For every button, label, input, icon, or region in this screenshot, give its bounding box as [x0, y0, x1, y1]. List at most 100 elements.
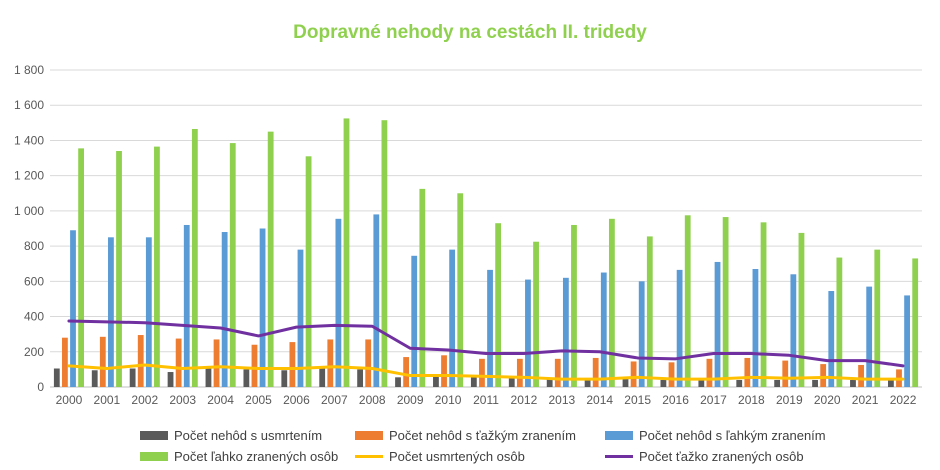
legend-label: Počet ťažko zranených osôb — [639, 449, 804, 464]
bar — [487, 269, 493, 387]
bar — [646, 236, 653, 387]
bar — [91, 370, 98, 387]
bar — [722, 217, 729, 387]
y-tick-label: 400 — [24, 310, 44, 324]
x-tick-label: 2010 — [435, 393, 462, 407]
bar — [419, 188, 426, 387]
x-tick-label: 2001 — [94, 393, 121, 407]
bar — [622, 379, 629, 387]
x-tick-label: 2011 — [473, 393, 499, 407]
x-tick-label: 2017 — [700, 393, 727, 407]
legend-label: Počet nehôd s ľahkým zranením — [639, 428, 826, 443]
legend-label: Počet nehôd s usmrtením — [174, 428, 323, 443]
bar — [554, 358, 561, 387]
x-tick-label: 2009 — [397, 393, 424, 407]
legend-item: Počet usmrtených osôb — [355, 449, 605, 464]
x-tick-label: 2022 — [890, 393, 917, 407]
x-tick-label: 2014 — [586, 393, 613, 407]
bar — [373, 214, 380, 387]
bar — [433, 376, 439, 387]
bar — [78, 148, 85, 387]
bar — [108, 237, 114, 387]
legend-item: Počet nehôd s ťažkým zranením — [355, 428, 605, 443]
bar — [736, 379, 743, 387]
bar — [592, 357, 599, 387]
bar — [53, 368, 60, 387]
bar — [820, 364, 827, 387]
bar — [790, 274, 797, 387]
bar — [706, 358, 713, 387]
x-tick-label: 2002 — [131, 393, 158, 407]
bar — [335, 218, 342, 387]
legend-item: Počet nehôd s ľahkým zranením — [605, 428, 835, 443]
bar — [183, 224, 190, 387]
legend-swatch — [140, 452, 168, 461]
bar — [70, 230, 76, 387]
bar — [129, 368, 136, 387]
bar — [289, 342, 296, 387]
legend-label: Počet nehôd s ťažkým zranením — [389, 428, 576, 443]
bar — [782, 360, 789, 387]
legend-swatch — [605, 455, 633, 458]
y-tick-label: 1 200 — [14, 169, 44, 183]
x-tick-label: 2012 — [511, 393, 538, 407]
bar — [533, 241, 539, 387]
bar — [99, 336, 106, 387]
x-tick-label: 2000 — [56, 393, 83, 407]
bar — [243, 369, 250, 387]
y-tick-label: 1 800 — [14, 63, 44, 77]
bar — [812, 379, 818, 387]
legend-label: Počet usmrtených osôb — [389, 449, 525, 464]
bar — [516, 358, 523, 387]
legend-item: Počet ťažko zranených osôb — [605, 449, 835, 464]
x-tick-label: 2007 — [321, 393, 348, 407]
x-tick-label: 2005 — [245, 393, 272, 407]
bar — [760, 222, 767, 387]
x-tick-label: 2006 — [283, 393, 310, 407]
legend-swatch — [605, 431, 633, 440]
bar — [828, 291, 835, 387]
bar — [213, 339, 220, 387]
bar — [495, 223, 502, 387]
bar — [357, 369, 364, 387]
bar — [774, 379, 781, 387]
bar — [167, 372, 174, 387]
bar — [116, 151, 122, 387]
bar — [365, 339, 372, 387]
bar — [714, 261, 721, 387]
bar — [850, 379, 856, 387]
bar — [660, 379, 667, 387]
bar — [562, 277, 569, 387]
bar — [798, 232, 805, 387]
bar — [571, 224, 577, 387]
bar — [137, 335, 144, 387]
bar — [305, 156, 312, 387]
bar — [381, 120, 388, 388]
y-tick-label: 0 — [37, 380, 44, 394]
bar — [221, 232, 228, 387]
legend-label: Počet ľahko zranených osôb — [174, 449, 339, 464]
bar — [887, 379, 894, 387]
y-tick-label: 1 000 — [14, 204, 44, 218]
bar — [698, 379, 705, 387]
bar — [319, 368, 326, 387]
y-tick-label: 800 — [24, 239, 44, 253]
series-line — [67, 363, 905, 381]
bar — [62, 337, 68, 387]
bar — [912, 258, 919, 387]
bar — [259, 228, 266, 387]
bar — [411, 255, 418, 387]
x-tick-label: 2003 — [169, 393, 196, 407]
bar — [684, 215, 691, 387]
legend-swatch — [355, 431, 383, 440]
bar — [525, 279, 531, 387]
bar — [449, 249, 456, 387]
x-tick-label: 2016 — [662, 393, 689, 407]
bar — [874, 249, 881, 387]
bar — [395, 377, 401, 387]
bar — [281, 370, 288, 387]
bar — [297, 249, 304, 387]
bar — [866, 286, 873, 387]
